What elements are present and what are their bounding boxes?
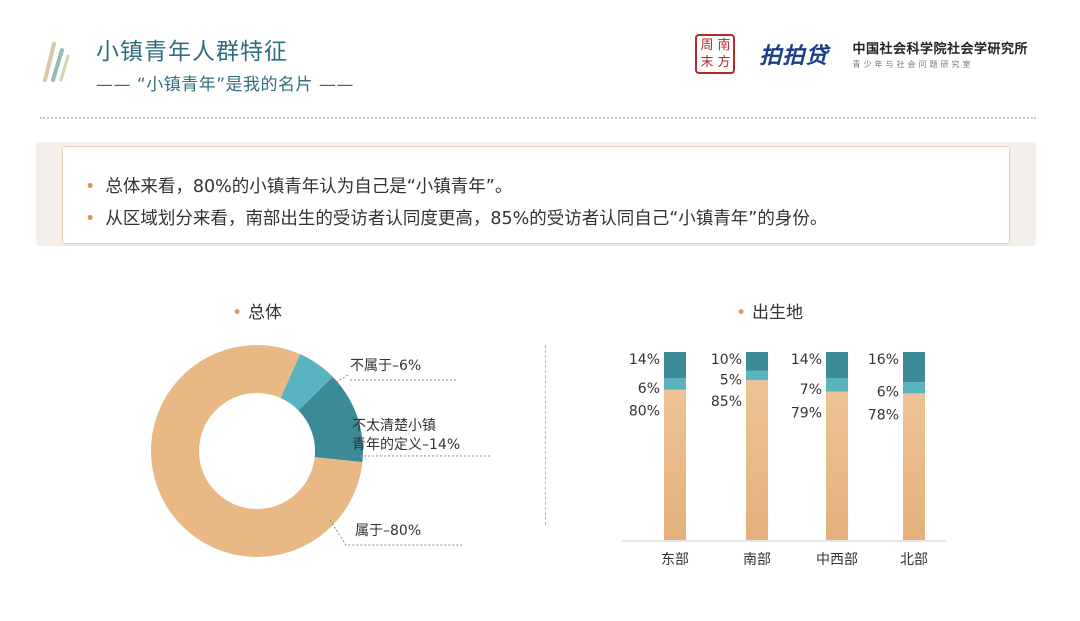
bar-category-label: 中西部 <box>816 552 858 568</box>
partner-logos: 周南 末方 拍拍贷 中国社会科学院社会学研究所 青少年与社会问题研究室 <box>695 34 1028 74</box>
bar-segment-not <box>664 378 686 390</box>
southern-weekly-seal-logo: 周南 末方 <box>695 34 736 74</box>
header-divider <box>40 117 1036 119</box>
donut-chart: 不属于–6% 不太清楚小镇 青年的定义–14% 属于–80% <box>151 345 490 557</box>
bar-value-label-belong: 85% <box>711 394 742 410</box>
bar-segment-unsure <box>746 352 768 371</box>
cass-sub: 青少年与社会问题研究室 <box>852 60 974 69</box>
bar-segment-belong <box>746 380 768 540</box>
summary-bullet-text: 总体来看，80%的小镇青年认为自己是“小镇青年”。 <box>105 177 513 197</box>
bar-segment-not <box>746 370 768 381</box>
bar-value-label-unsure: 14% <box>791 352 822 368</box>
donut-label-unsure-line1: 不太清楚小镇 <box>352 418 436 434</box>
donut-label-belong: 属于–80% <box>355 523 421 539</box>
summary-bullet-text: 从区域划分来看，南部出生的受访者认同度更高，85%的受访者认同自己“小镇青年”的… <box>105 209 828 229</box>
donut-slice-unsure <box>298 376 363 463</box>
donut-label-not: 不属于–6% <box>350 358 421 374</box>
bar-value-label-belong: 80% <box>629 404 660 420</box>
bar-value-label-belong: 78% <box>868 407 899 423</box>
bar-value-label-unsure: 14% <box>629 352 660 368</box>
chart-separator <box>545 345 546 525</box>
bar-value-label-not: 6% <box>877 385 899 401</box>
page-subtitle: —— “小镇青年”是我的名片 —— <box>96 75 354 95</box>
bar-category-label: 北部 <box>900 552 928 568</box>
bar-segment-not <box>826 378 848 392</box>
bar-value-label-not: 7% <box>800 382 822 398</box>
bar-value-label-not: 5% <box>720 373 742 389</box>
bar-value-label-unsure: 16% <box>868 352 899 368</box>
summary-panel: • 总体来看，80%的小镇青年认为自己是“小镇青年”。 • 从区域划分来看，南部出生… <box>36 142 1036 246</box>
cass-name: 中国社会科学院社会学研究所 <box>852 42 1028 57</box>
ppdai-logo: 拍拍贷 <box>759 44 829 69</box>
bar-value-label-not: 6% <box>638 381 660 397</box>
bar-segment-unsure <box>903 352 925 383</box>
summary-card: • 总体来看，80%的小镇青年认为自己是“小镇青年”。 • 从区域划分来看，南部出生… <box>62 146 1010 244</box>
summary-bullet: • 从区域划分来看，南部出生的受访者认同度更高，85%的受访者认同自己“小镇青年”… <box>85 209 828 229</box>
bar-segment-belong <box>903 393 925 540</box>
bar-segment-belong <box>664 389 686 540</box>
summary-bullet: • 总体来看，80%的小镇青年认为自己是“小镇青年”。 <box>85 177 513 197</box>
bar-segment-unsure <box>826 352 848 379</box>
donut-label-unsure-line2: 青年的定义–14% <box>352 437 460 453</box>
bar-section-title: • 出生地 <box>736 303 804 323</box>
bar-category-label: 东部 <box>661 552 689 568</box>
donut-section-title: • 总体 <box>232 303 283 323</box>
bar-segment-not <box>903 382 925 394</box>
title-decoration-icon <box>43 42 70 82</box>
bar-category-label: 南部 <box>743 552 771 568</box>
bar-value-label-belong: 79% <box>791 405 822 421</box>
cass-logo: 中国社会科学院社会学研究所 青少年与社会问题研究室 <box>852 38 1028 70</box>
stacked-bar-chart: 80% 6% 14% 东部 85% 5% 10% 南部 79% 7% 14% 中西部 78% 6% 16% 北… <box>622 352 946 568</box>
donut-slice-belong <box>151 345 363 557</box>
bar-segment-unsure <box>664 352 686 379</box>
bar-value-label-unsure: 10% <box>711 352 742 368</box>
bar-segment-belong <box>826 391 848 540</box>
donut-slice-not <box>280 354 333 411</box>
page-title: 小镇青年人群特征 <box>96 39 288 65</box>
